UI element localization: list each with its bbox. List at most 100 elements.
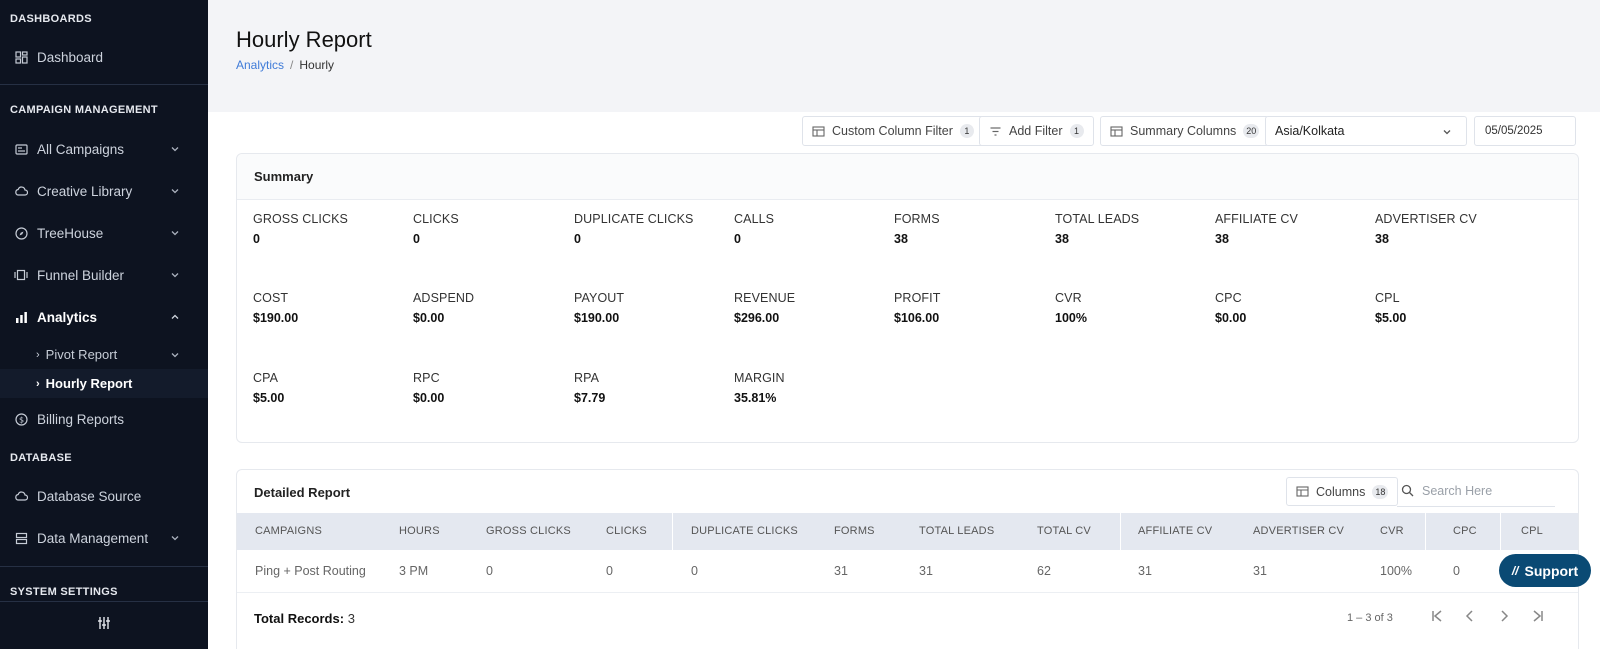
table-footer: Total Records: 3 1 – 3 of 3 (237, 593, 1578, 645)
previous-page-button[interactable] (1459, 607, 1481, 629)
summary-columns-button[interactable]: Summary Columns 20 (1100, 116, 1270, 146)
carousel-icon (14, 268, 28, 282)
first-page-button[interactable] (1426, 607, 1448, 629)
metric-label: GROSS CLICKS (253, 212, 348, 226)
table-cell: 31 (834, 564, 848, 578)
metric-value: 35.81% (734, 391, 777, 405)
table-cell: 31 (1253, 564, 1267, 578)
sidebar-collapse-button[interactable] (0, 601, 208, 649)
metric-label: AFFILIATE CV (1215, 212, 1298, 226)
sidebar-item-label: All Campaigns (37, 141, 125, 157)
column-header[interactable]: CLICKS (606, 525, 647, 537)
custom-column-filter-button[interactable]: Custom Column Filter 1 (802, 116, 984, 146)
sidebar-item-creative-library[interactable]: Creative Library (0, 172, 208, 210)
summary-metric: RPC $0.00 (413, 371, 573, 405)
summary-metric: DUPLICATE CLICKS 0 (574, 212, 734, 246)
column-separator (1120, 513, 1121, 550)
table-cell: 31 (919, 564, 933, 578)
add-filter-label: Add Filter (1009, 124, 1063, 138)
table-cell: 62 (1037, 564, 1051, 578)
metric-value: 0 (734, 232, 741, 246)
sidebar-subitem-pivot-report[interactable]: › Pivot Report (0, 340, 208, 369)
breadcrumb-current: Hourly (299, 58, 335, 72)
sidebar-item-label: Creative Library (37, 183, 133, 199)
table-row[interactable]: Ping + Post Routing 3 PM 0 0 0 31 31 62 31 31 100%… (237, 550, 1578, 593)
chevron-down-icon (1442, 127, 1452, 137)
cloud-icon (14, 489, 28, 503)
sidebar-item-all-campaigns[interactable]: All Campaigns (0, 130, 208, 168)
sidebar-subitem-hourly-report[interactable]: › Hourly Report (0, 369, 208, 398)
column-header[interactable]: AFFILIATE CV (1138, 525, 1213, 537)
detailed-report-card: Detailed Report Columns 18 CAMPAIGNS HOUR… (236, 469, 1579, 649)
summary-metric: MARGIN 35.81% (734, 371, 894, 405)
sliders-icon (97, 616, 111, 635)
table-cell: 0 (691, 564, 698, 578)
support-button[interactable]: // Support (1499, 554, 1591, 587)
metric-label: CPA (253, 371, 279, 385)
metric-label: PROFIT (894, 291, 941, 305)
metric-value: $190.00 (574, 311, 620, 325)
metric-value: 38 (894, 232, 908, 246)
column-separator (1425, 513, 1426, 550)
column-header[interactable]: CVR (1380, 525, 1404, 537)
column-header[interactable]: CPC (1453, 525, 1477, 537)
metric-label: PAYOUT (574, 291, 625, 305)
table-header: CAMPAIGNS HOURS GROSS CLICKS CLICKS DUPLICAT… (237, 513, 1578, 550)
sidebar-item-dashboard[interactable]: Dashboard (0, 38, 208, 76)
sidebar-item-label: Funnel Builder (37, 267, 125, 283)
summary-card: Summary GROSS CLICKS 0 CLICKS 0 DUPLICATE CL… (236, 153, 1579, 443)
metric-value: 38 (1375, 232, 1389, 246)
column-separator (672, 513, 673, 550)
columns-button[interactable]: Columns 18 (1286, 477, 1399, 506)
chevron-up-icon (170, 312, 180, 322)
metric-label: COST (253, 291, 289, 305)
sidebar-item-label: Billing Reports (37, 411, 125, 427)
page-range: 1 – 3 of 3 (1347, 612, 1393, 624)
table-cell: Ping + Post Routing (255, 564, 366, 578)
metric-label: DUPLICATE CLICKS (574, 212, 694, 226)
metric-value: 0 (413, 232, 420, 246)
metric-label: TOTAL LEADS (1055, 212, 1140, 226)
column-header[interactable]: TOTAL CV (1037, 525, 1091, 537)
table-cell: 100% (1380, 564, 1412, 578)
column-header[interactable]: DUPLICATE CLICKS (691, 525, 798, 537)
column-header[interactable]: HOURS (399, 525, 440, 537)
sidebar-item-billing-reports[interactable]: $ Billing Reports (0, 400, 208, 438)
last-page-button[interactable] (1527, 607, 1549, 629)
summary-metric: CALLS 0 (734, 212, 894, 246)
sidebar-item-analytics[interactable]: Analytics (0, 298, 208, 336)
chevron-right-icon (1497, 609, 1511, 628)
summary-title: Summary (237, 154, 1578, 200)
summary-metric: REVENUE $296.00 (734, 291, 894, 325)
search-input[interactable] (1422, 483, 1542, 498)
summary-metric: COST $190.00 (253, 291, 413, 325)
table-cell: 0 (1453, 564, 1460, 578)
sidebar-item-label: Dashboard (37, 49, 104, 65)
sidebar-item-treehouse[interactable]: TreeHouse (0, 214, 208, 252)
sidebar-item-database-source[interactable]: Database Source (0, 477, 208, 515)
sidebar-item-data-management[interactable]: Data Management (0, 519, 208, 557)
metric-value: 100% (1055, 311, 1087, 325)
date-input[interactable] (1474, 116, 1576, 146)
timezone-select[interactable]: Asia/Kolkata (1265, 116, 1467, 146)
table-icon (812, 125, 825, 138)
column-header[interactable]: ADVERTISER CV (1253, 525, 1345, 537)
breadcrumb-separator: / (290, 58, 294, 72)
chevron-right-icon: › (36, 377, 40, 390)
breadcrumb-analytics-link[interactable]: Analytics (236, 58, 285, 72)
search-icon (1401, 484, 1414, 497)
column-header[interactable]: CAMPAIGNS (255, 525, 322, 537)
column-header[interactable]: GROSS CLICKS (486, 525, 571, 537)
add-filter-button[interactable]: Add Filter 1 (979, 116, 1094, 146)
table-cell: 3 PM (399, 564, 429, 578)
next-page-button[interactable] (1493, 607, 1515, 629)
column-header[interactable]: FORMS (834, 525, 875, 537)
section-system-settings: SYSTEM SETTINGS (10, 586, 118, 598)
column-header[interactable]: TOTAL LEADS (919, 525, 995, 537)
metric-label: ADSPEND (413, 291, 475, 305)
column-header[interactable]: CPL (1521, 525, 1543, 537)
filter-icon (989, 125, 1002, 138)
sidebar-item-funnel-builder[interactable]: Funnel Builder (0, 256, 208, 294)
dollar-circle-icon: $ (14, 412, 28, 426)
summary-metric: AFFILIATE CV 38 (1215, 212, 1375, 246)
